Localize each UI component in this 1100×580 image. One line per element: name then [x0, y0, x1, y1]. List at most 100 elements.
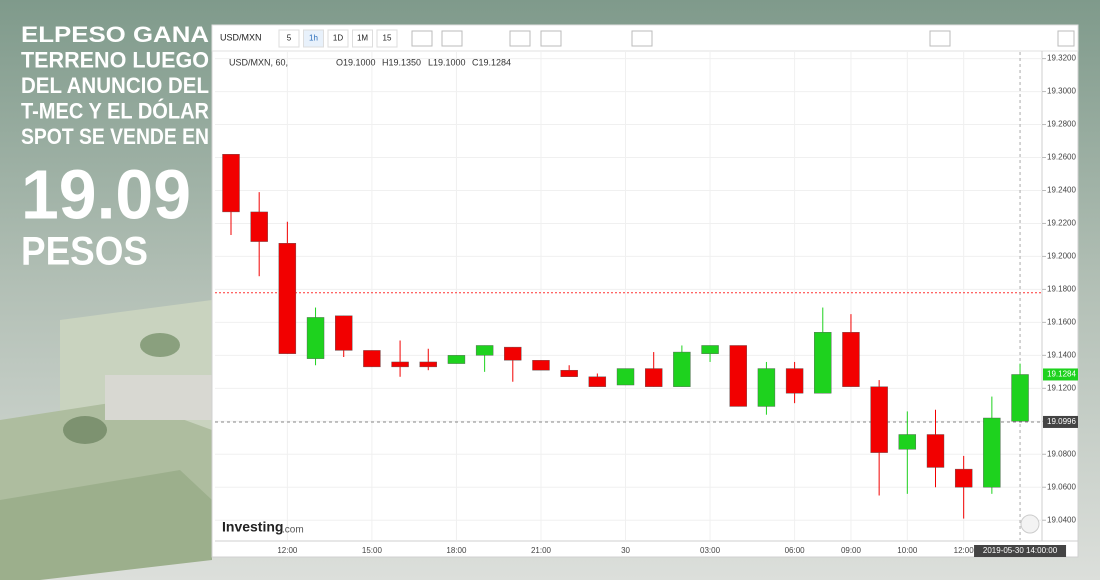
candle-body	[616, 368, 635, 386]
tool-icon[interactable]	[411, 30, 433, 47]
interval-label: 5	[287, 34, 292, 43]
tool-icon[interactable]	[540, 30, 562, 47]
interval-button[interactable]	[303, 29, 324, 48]
interval-label: 1h	[309, 34, 318, 43]
x-tick-label: 15:00	[362, 546, 383, 555]
y-tick-label: 19.1200	[1047, 383, 1076, 392]
candle-body	[983, 417, 1001, 488]
crosshair-price-box	[1043, 415, 1078, 428]
chart-panel	[211, 24, 1079, 558]
legend-high: H19.1350	[382, 57, 421, 67]
interval-button[interactable]	[376, 29, 398, 48]
x-tick-label: 18:00	[446, 546, 467, 555]
ohlc-legend: USD/MXN, 60, O19.1000 H19.1350 L19.1000 …	[229, 57, 511, 67]
candle-body	[475, 345, 494, 356]
candle-body	[701, 345, 719, 354]
candle-body	[306, 317, 325, 359]
crosshair-time-box	[974, 545, 1067, 557]
y-tick-label: 19.0600	[1047, 482, 1076, 491]
candle-body	[814, 332, 832, 394]
y-tick-label: 19.2200	[1047, 219, 1076, 228]
legend-low: L19.1000	[428, 57, 466, 67]
candle-body	[250, 211, 268, 242]
candle-body	[870, 386, 888, 453]
y-tick-label: 19.3000	[1047, 87, 1076, 96]
candle-body	[645, 368, 663, 387]
y-tick-label: 19.3200	[1047, 54, 1076, 63]
candle-body	[222, 154, 240, 213]
x-tick-label: 06:00	[785, 546, 806, 555]
toolbar-symbol[interactable]: USD/MXN	[220, 32, 262, 42]
candle-body	[898, 434, 917, 450]
legend-open: O19.1000	[336, 57, 376, 67]
legend-close: C19.1284	[472, 57, 511, 67]
candle-body	[532, 360, 550, 371]
interval-button[interactable]	[352, 29, 373, 48]
scroll-button[interactable]	[1020, 514, 1040, 534]
toolbar-buttons: 5 1h 1D 1M 15	[278, 29, 1075, 48]
y-tick-label: 19.1400	[1047, 350, 1076, 359]
y-tick-label: 19.1600	[1047, 317, 1076, 326]
headline-line: TERRENO LUEGO	[21, 47, 209, 72]
interval-label: 1M	[357, 34, 368, 43]
x-tick-label: 30	[621, 546, 630, 555]
last-price-label: 19.1284	[1047, 370, 1076, 379]
headline-price: 19.09	[21, 155, 191, 233]
headline-unit: PESOS	[21, 230, 148, 274]
x-tick-label: 10:00	[897, 546, 918, 555]
tool-icon[interactable]	[631, 30, 653, 47]
y-tick-label: 19.0400	[1047, 515, 1076, 524]
plot: 19.040019.060019.080019.100019.120019.14…	[215, 52, 1078, 557]
candle-body	[335, 315, 353, 351]
tool-icon[interactable]	[1057, 30, 1075, 47]
candle-body	[419, 361, 437, 368]
interval-label: 1D	[333, 34, 343, 43]
candle-body	[391, 361, 409, 368]
y-tick-label: 19.2800	[1047, 120, 1076, 129]
x-tick-label: 12:00	[954, 546, 975, 555]
headline-line: SPOT SE VENDE EN	[21, 124, 209, 149]
tool-icon[interactable]	[929, 30, 951, 47]
crosshair-time-label: 2019-05-30 14:00:00	[983, 546, 1058, 555]
candle-body	[757, 368, 776, 407]
interval-label: 15	[383, 34, 392, 43]
y-tick-label: 19.2000	[1047, 252, 1076, 261]
candle-body	[926, 434, 945, 468]
y-tick-label: 19.2400	[1047, 186, 1076, 195]
headline-line: DEL ANUNCIO DEL	[21, 73, 209, 98]
candle-body	[560, 369, 578, 377]
tool-icon[interactable]	[509, 30, 531, 47]
candle-body	[1011, 374, 1029, 422]
candle-body	[729, 345, 747, 407]
logo-brand: Investing	[222, 519, 283, 535]
x-tick-label: 12:00	[277, 546, 298, 555]
interval-button[interactable]	[327, 29, 349, 48]
x-tick-label: 21:00	[531, 546, 552, 555]
x-tick-label: 09:00	[841, 546, 862, 555]
headline-line: T-MEC Y EL DÓLAR	[21, 98, 209, 123]
tool-icon[interactable]	[441, 30, 463, 47]
candle-body	[588, 376, 607, 387]
candle-body	[954, 468, 973, 488]
logo-suffix: .com	[282, 525, 304, 536]
crosshair-price-label: 19.0996	[1047, 417, 1076, 426]
candle-body	[504, 346, 522, 361]
headline-line: ELPESO GANA	[21, 22, 209, 47]
candle-body	[785, 368, 804, 394]
y-tick-label: 19.1800	[1047, 285, 1076, 294]
y-tick-label: 19.0800	[1047, 449, 1076, 458]
interval-button[interactable]	[278, 29, 300, 48]
candle-body	[842, 332, 860, 387]
y-tick-label: 19.2600	[1047, 153, 1076, 162]
candle-body	[278, 243, 297, 354]
money-stacks	[0, 300, 212, 580]
legend-symbol: USD/MXN, 60,	[229, 57, 288, 67]
candle-body	[363, 350, 381, 368]
x-tick-label: 03:00	[700, 546, 721, 555]
candle-body	[673, 351, 691, 387]
last-price-box	[1043, 368, 1078, 381]
candle-body	[447, 355, 466, 364]
